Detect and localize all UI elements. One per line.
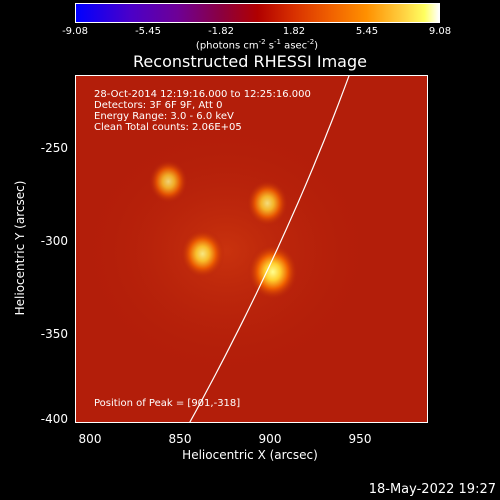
x-tick: 900 — [258, 432, 282, 446]
clean-counts: Clean Total counts: 2.06E+05 — [94, 122, 242, 133]
rhessi-image — [76, 76, 427, 422]
colorbar-tick: -5.45 — [135, 26, 161, 37]
timestamp: 18-May-2022 19:27 — [368, 482, 496, 497]
colorbar-tick: 1.82 — [282, 26, 306, 37]
xray-source — [148, 159, 188, 204]
xray-source — [247, 243, 298, 300]
y-tick: -350 — [40, 327, 68, 341]
colorbar-tick: -1.82 — [208, 26, 234, 37]
colorbar — [75, 3, 440, 23]
x-tick: 850 — [168, 432, 192, 446]
x-tick: 950 — [348, 432, 372, 446]
xray-source — [180, 229, 225, 279]
energy-range: Energy Range: 3.0 - 6.0 keV — [94, 111, 234, 122]
colorbar-tick: 9.08 — [428, 26, 452, 37]
image-plot-area: 28-Oct-2014 12:19:16.000 to 12:25:16.000… — [75, 75, 428, 423]
y-tick: -300 — [40, 234, 68, 248]
x-tick: 800 — [78, 432, 102, 446]
colorbar-tick: -9.08 — [62, 26, 88, 37]
y-axis-label: Heliocentric Y (arcsec) — [13, 180, 27, 316]
y-tick: -250 — [40, 141, 68, 155]
solar-limb — [189, 76, 350, 422]
xray-source — [246, 180, 289, 227]
peak-position: Position of Peak = [901,-318] — [94, 398, 241, 409]
y-tick: -400 — [40, 412, 68, 426]
colorbar-tick: 5.45 — [355, 26, 379, 37]
detectors: Detectors: 3F 6F 9F, Att 0 — [94, 100, 223, 111]
obs-time: 28-Oct-2014 12:19:16.000 to 12:25:16.000 — [94, 89, 311, 100]
colorbar-units: (photons cm-2 s-1 asec-2) — [195, 38, 319, 52]
image-title: Reconstructed RHESSI Image — [133, 52, 367, 71]
x-axis-label: Heliocentric X (arcsec) — [182, 448, 318, 462]
